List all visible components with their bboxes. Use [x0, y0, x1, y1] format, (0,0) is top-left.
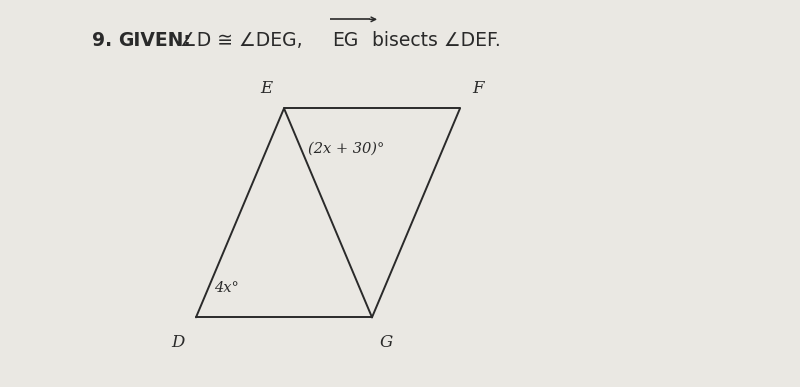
Text: EG: EG — [332, 31, 358, 50]
Text: (2x + 30)°: (2x + 30)° — [308, 142, 384, 156]
Text: G: G — [380, 334, 393, 351]
Text: 9.: 9. — [92, 31, 112, 50]
Text: bisects ∠DEF.: bisects ∠DEF. — [366, 31, 501, 50]
Text: GIVEN:: GIVEN: — [118, 31, 191, 50]
Text: E: E — [260, 80, 273, 97]
Text: D: D — [172, 334, 185, 351]
Text: ∠D ≅ ∠DEG,: ∠D ≅ ∠DEG, — [174, 31, 309, 50]
Text: F: F — [472, 80, 483, 97]
Text: 4x°: 4x° — [214, 281, 239, 295]
